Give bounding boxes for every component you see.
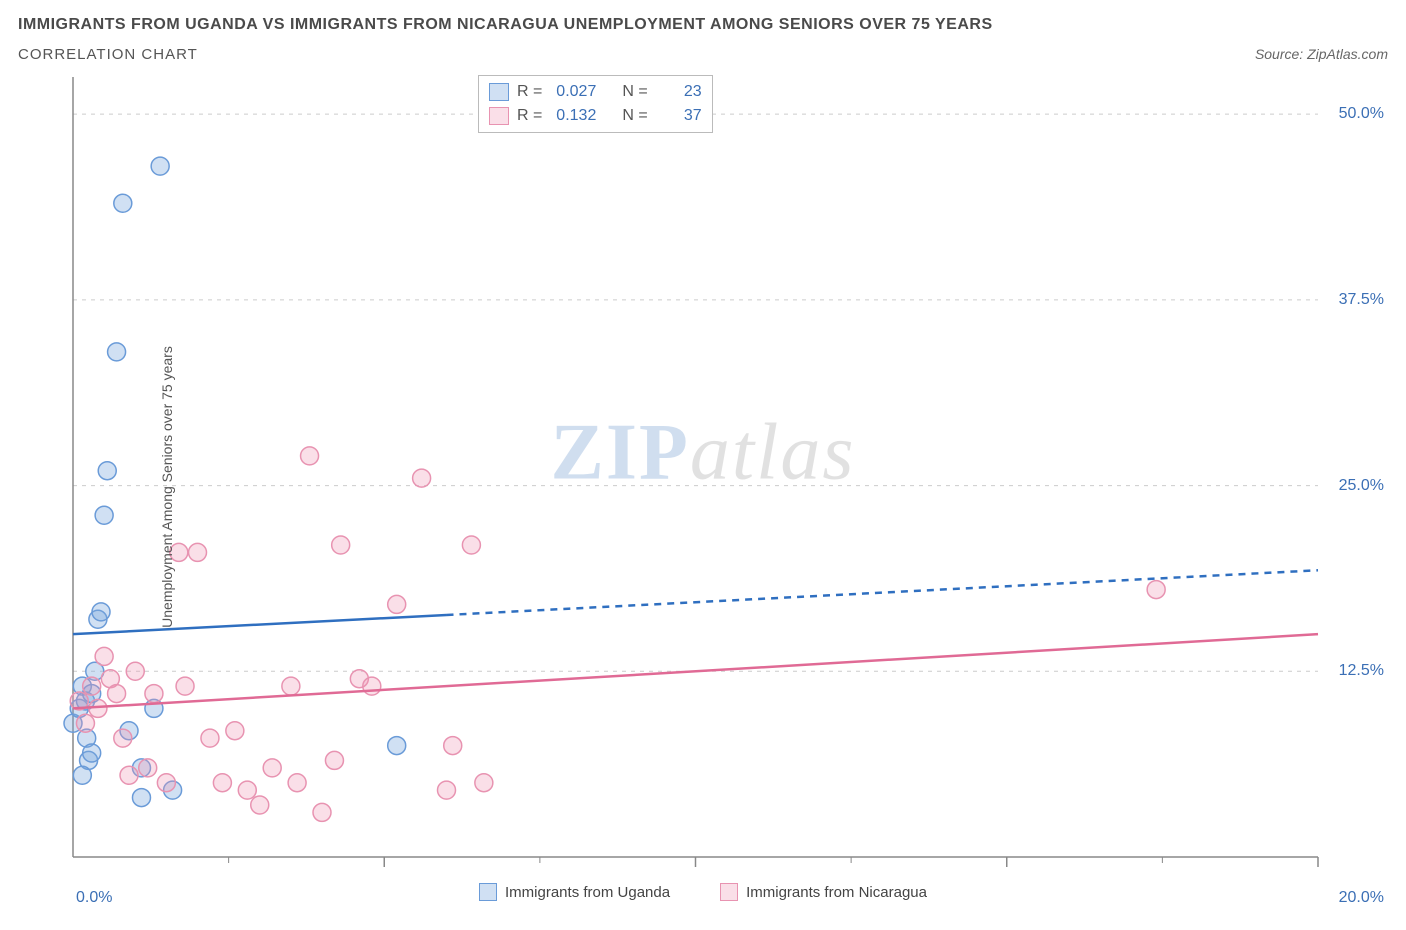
stat-n-label: N = [622,80,647,104]
y-tick-label: 12.5% [1339,662,1384,680]
stat-r-label: R = [517,104,542,128]
scatter-plot-svg [18,67,1388,907]
stat-n-label: N = [622,104,647,128]
y-tick-label: 50.0% [1339,105,1384,123]
stat-legend-row: R = 0.027 N = 23 [489,80,702,104]
series-legend: Immigrants from Uganda Immigrants from Ni… [18,883,1388,901]
correlation-chart: Unemployment Among Seniors over 75 years… [18,67,1388,907]
stat-r-value: 0.132 [550,104,596,128]
y-axis-label: Unemployment Among Seniors over 75 years [159,346,175,628]
stat-n-value: 23 [656,80,702,104]
source-citation: Source: ZipAtlas.com [1255,46,1388,62]
legend-swatch-icon [720,883,738,901]
legend-item: Immigrants from Uganda [479,883,670,901]
stat-n-value: 37 [656,104,702,128]
chart-subtitle: CORRELATION CHART [18,46,198,63]
stat-r-label: R = [517,80,542,104]
stat-legend-row: R = 0.132 N = 37 [489,104,702,128]
stat-r-value: 0.027 [550,80,596,104]
statistics-legend: R = 0.027 N = 23 R = 0.132 N = 37 [478,75,713,133]
y-tick-label: 25.0% [1339,477,1384,495]
legend-swatch-icon [489,107,509,125]
legend-item: Immigrants from Nicaragua [720,883,927,901]
legend-swatch-icon [489,83,509,101]
legend-series-name: Immigrants from Nicaragua [746,884,927,901]
legend-swatch-icon [479,883,497,901]
y-tick-label: 37.5% [1339,291,1384,309]
legend-series-name: Immigrants from Uganda [505,884,670,901]
page-title: IMMIGRANTS FROM UGANDA VS IMMIGRANTS FRO… [18,16,1388,34]
